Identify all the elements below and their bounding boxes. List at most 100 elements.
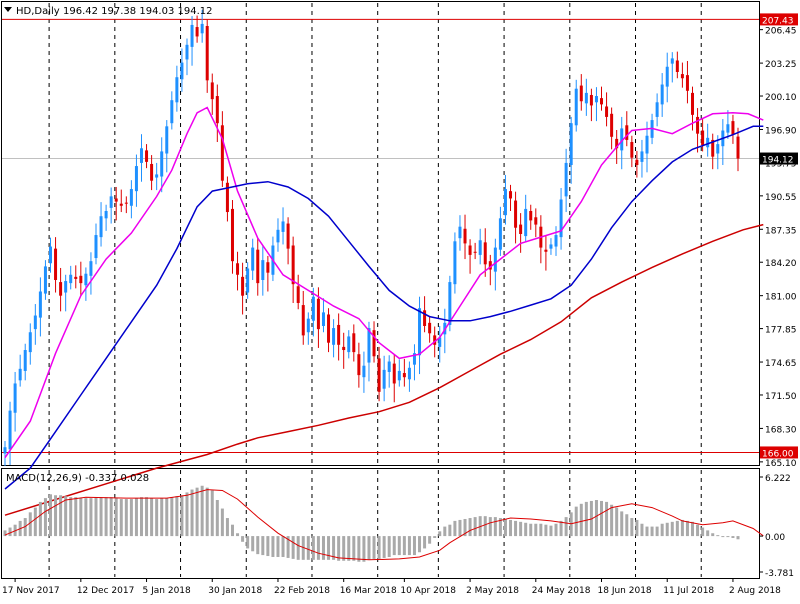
level-tag-label: 207.43 bbox=[762, 16, 794, 26]
candle-body bbox=[236, 263, 240, 275]
macd-bar bbox=[104, 497, 108, 537]
candle-body bbox=[660, 84, 664, 105]
y-tick-label: 190.55 bbox=[765, 193, 797, 203]
candle-body bbox=[645, 135, 649, 154]
candle-body bbox=[165, 126, 169, 154]
x-tick-label: 17 Nov 2017 bbox=[2, 586, 60, 596]
macd-bar bbox=[124, 499, 128, 537]
macd-bar bbox=[311, 536, 315, 560]
candle-body bbox=[675, 60, 679, 72]
candle-body bbox=[276, 229, 280, 243]
candle-body bbox=[600, 98, 604, 105]
macd-bar bbox=[372, 536, 376, 559]
candle-body bbox=[478, 240, 482, 255]
macd-bar bbox=[175, 496, 179, 537]
ma-line-ma_mid bbox=[4, 125, 764, 490]
candle-body bbox=[468, 245, 472, 255]
macd-bar bbox=[134, 498, 138, 537]
macd-bar bbox=[89, 498, 93, 537]
macd-bar bbox=[397, 536, 401, 556]
candle-body bbox=[392, 363, 396, 384]
chart-symbol: HD,Daily bbox=[16, 6, 60, 17]
candle-body bbox=[655, 102, 659, 117]
candle-body bbox=[544, 249, 548, 252]
macd-label: MACD(12,26,9) -0.337 0.028 bbox=[6, 473, 149, 484]
candle-body bbox=[200, 23, 204, 34]
candles bbox=[3, 9, 740, 467]
macd-bar bbox=[423, 536, 427, 549]
candle-body bbox=[139, 148, 143, 163]
symbol-dropdown-icon[interactable] bbox=[4, 7, 12, 12]
macd-bar bbox=[579, 503, 583, 537]
candle-body bbox=[640, 151, 644, 162]
candle-body bbox=[433, 335, 437, 345]
candle-body bbox=[124, 202, 128, 204]
candle-body bbox=[610, 113, 614, 137]
candle-body bbox=[357, 354, 361, 376]
candle-body bbox=[332, 328, 336, 345]
candle-body bbox=[291, 245, 295, 285]
macd-bar bbox=[539, 523, 543, 537]
candle-body bbox=[564, 162, 568, 197]
candle-body bbox=[428, 322, 432, 334]
candle-body bbox=[69, 274, 73, 284]
candle-body bbox=[387, 361, 391, 372]
macd-bar bbox=[266, 536, 270, 557]
macd-bar bbox=[99, 497, 103, 537]
candle-body bbox=[195, 27, 199, 37]
macd-bar bbox=[377, 536, 381, 559]
candle-body bbox=[145, 150, 149, 162]
macd-bar bbox=[33, 507, 37, 537]
macd-bar bbox=[271, 536, 275, 557]
macd-bar bbox=[387, 536, 391, 557]
candle-body bbox=[524, 208, 528, 237]
candle-body bbox=[48, 246, 52, 264]
macd-bar bbox=[716, 535, 720, 537]
candle-body bbox=[220, 125, 224, 181]
macd-bar bbox=[544, 524, 548, 537]
macd-bar bbox=[473, 517, 477, 537]
candle-body bbox=[696, 116, 700, 134]
macd-bar bbox=[342, 536, 346, 561]
candle-body bbox=[493, 247, 497, 272]
macd-bar bbox=[660, 523, 664, 537]
candle-body bbox=[306, 318, 310, 333]
candle-body bbox=[498, 218, 502, 250]
macd-bar bbox=[433, 536, 437, 538]
level-tag bbox=[760, 13, 798, 26]
candle-body bbox=[241, 276, 245, 296]
macd-bar bbox=[327, 536, 331, 560]
x-tick-label: 2 May 2018 bbox=[466, 586, 519, 596]
candle-body bbox=[8, 410, 12, 450]
macd-bar bbox=[28, 512, 32, 537]
candle-body bbox=[685, 75, 689, 91]
macd-bar bbox=[210, 490, 214, 537]
x-tick-label: 12 Dec 2017 bbox=[77, 586, 134, 596]
candle-body bbox=[534, 217, 538, 225]
macd-bar bbox=[407, 536, 411, 556]
candle-body bbox=[150, 163, 154, 181]
candle-body bbox=[407, 367, 411, 380]
candle-body bbox=[731, 121, 735, 135]
macd-bar bbox=[352, 536, 356, 561]
macd-bar bbox=[321, 536, 325, 560]
candle-body bbox=[129, 189, 133, 206]
ohlc-values: 196.42 197.38 194.03 194.12 bbox=[63, 6, 213, 17]
candle-body bbox=[473, 251, 477, 253]
candle-body bbox=[246, 268, 250, 293]
candle-body bbox=[554, 235, 558, 247]
macd-bar bbox=[726, 536, 730, 538]
y-tick-label: 187.35 bbox=[765, 226, 797, 236]
macd-bar bbox=[205, 487, 209, 537]
macd-y-tick-label: 6.222 bbox=[765, 474, 791, 484]
macd-bar bbox=[448, 524, 452, 537]
macd-bar bbox=[493, 517, 497, 537]
macd-bar bbox=[94, 497, 98, 537]
candle-body bbox=[79, 275, 83, 284]
macd-bar bbox=[625, 514, 629, 537]
macd-bar bbox=[418, 536, 422, 553]
macd-bar bbox=[569, 512, 573, 537]
candle-body bbox=[448, 282, 452, 325]
macd-bar bbox=[236, 533, 240, 537]
